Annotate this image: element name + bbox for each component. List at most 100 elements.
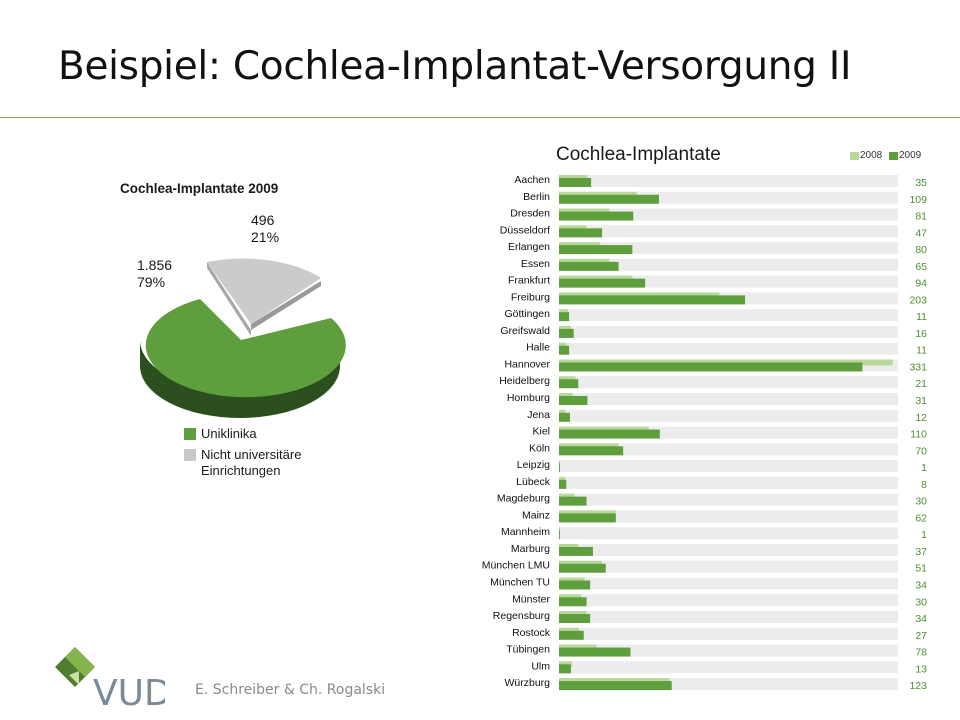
value-label-tubingen: 78 <box>915 647 927 659</box>
bar-2009-dusseldorf <box>559 228 603 238</box>
bar-track-mainz <box>559 510 898 523</box>
category-label-lubeck: Lübeck <box>516 476 551 488</box>
category-label-heidelberg: Heidelberg <box>499 375 550 387</box>
value-label-marburg: 37 <box>915 546 927 558</box>
bar-2009-munster <box>559 597 587 607</box>
bar-legend-swatch-2009 <box>889 152 898 160</box>
bar-legend-2009: 2009 <box>899 150 922 161</box>
pie-percent-nicht-universitaere: 21% <box>251 229 280 245</box>
bar-2009-ulm <box>559 664 571 674</box>
value-label-homburg: 31 <box>915 395 927 407</box>
bar-track-jena <box>559 409 898 422</box>
value-label-aachen: 35 <box>915 177 927 189</box>
bar-2009-kiel <box>559 429 660 439</box>
category-label-marburg: Marburg <box>511 543 550 555</box>
bar-track-mannheim <box>559 527 898 540</box>
pie-value-uniklinika: 1.856 <box>137 257 173 273</box>
category-label-frankfurt: Frankfurt <box>508 275 550 287</box>
category-label-erlangen: Erlangen <box>508 241 550 253</box>
value-label-ulm: 13 <box>915 663 927 675</box>
category-label-regensburg: Regensburg <box>493 610 550 622</box>
legend-swatch-nicht-universitaere <box>184 449 196 461</box>
bar-2009-freiburg <box>559 295 746 305</box>
category-label-ulm: Ulm <box>531 660 550 672</box>
category-label-aachen: Aachen <box>514 174 550 186</box>
bar-2009-leipzig <box>559 463 560 473</box>
category-label-homburg: Homburg <box>507 392 550 404</box>
bar-track-essen <box>559 258 898 271</box>
footer-author: E. Schreiber & Ch. Rogalski <box>195 682 386 698</box>
bar-2009-essen <box>559 261 619 271</box>
category-label-magdeburg: Magdeburg <box>497 493 550 505</box>
category-label-kiel: Kiel <box>532 426 550 438</box>
bar-2009-aachen <box>559 178 592 187</box>
pie-chart-title: Cochlea-Implantate 2009 <box>120 181 279 196</box>
category-label-munster: Münster <box>512 593 550 605</box>
bar-track-dusseldorf <box>559 225 898 238</box>
bar-2009-hannover <box>559 362 863 372</box>
value-label-magdeburg: 30 <box>915 496 927 508</box>
legend-item-nicht-universitaere-line1: Nicht universitäre <box>201 447 302 462</box>
value-label-mannheim: 1 <box>921 529 927 541</box>
value-label-lubeck: 8 <box>921 479 927 491</box>
value-label-mainz: 62 <box>915 512 927 524</box>
bar-2009-mainz <box>559 513 616 523</box>
value-label-munchen-lmu: 51 <box>915 563 927 575</box>
legend-swatch-uniklinika <box>184 428 196 440</box>
bar-2009-erlangen <box>559 245 633 255</box>
slide-title: Beispiel: Cochlea-Implantat-Versorgung I… <box>58 44 852 89</box>
bar-2009-munchen-lmu <box>559 563 606 573</box>
pie-label-nicht-universitaere: 496 21% <box>251 212 279 246</box>
value-label-erlangen: 80 <box>915 244 927 256</box>
bar-track-aachen <box>559 175 898 187</box>
category-label-halle: Halle <box>526 342 550 354</box>
value-label-munchen-tu: 34 <box>915 579 927 591</box>
bar-2009-tubingen <box>559 647 631 657</box>
vud-logo: VUD <box>55 647 165 709</box>
value-label-heidelberg: 21 <box>915 378 927 390</box>
value-label-berlin: 109 <box>909 194 927 206</box>
bar-track-erlangen <box>559 242 898 255</box>
bar-2009-homburg <box>559 396 588 406</box>
pie-value-nicht-universitaere: 496 <box>251 212 275 228</box>
bar-track-leipzig <box>559 460 898 473</box>
bar-track-munster <box>559 594 898 607</box>
value-label-hannover: 331 <box>909 361 927 373</box>
bar-track-greifswald <box>559 325 898 338</box>
bar-track-halle <box>559 342 898 355</box>
bar-2009-rostock <box>559 630 584 640</box>
category-label-hannover: Hannover <box>504 358 550 370</box>
bar-2009-magdeburg <box>559 496 587 506</box>
bar-track-regensburg <box>559 611 898 624</box>
category-label-koln: Köln <box>529 442 550 454</box>
bar-track-koln <box>559 443 898 456</box>
pie-label-uniklinika: 1.856 79% <box>137 257 172 291</box>
bar-legend-swatch-2008 <box>850 152 859 160</box>
value-label-dresden: 81 <box>915 211 927 223</box>
bar-2009-jena <box>559 412 570 422</box>
vud-logo-text: VUD <box>93 673 165 709</box>
bar-legend-2008: 2008 <box>860 150 883 161</box>
bar-2009-munchen-tu <box>559 580 591 590</box>
category-label-berlin: Berlin <box>523 191 550 203</box>
title-divider <box>0 117 960 118</box>
value-label-freiburg: 203 <box>909 294 927 306</box>
bar-track-munchen-tu <box>559 577 898 590</box>
category-label-dresden: Dresden <box>510 208 550 220</box>
value-label-leipzig: 1 <box>921 462 927 474</box>
category-label-essen: Essen <box>521 258 550 270</box>
category-label-freiburg: Freiburg <box>511 291 550 303</box>
value-label-gottingen: 11 <box>916 311 927 323</box>
bar-track-tubingen <box>559 644 898 657</box>
legend-item-nicht-universitaere-line2: Einrichtungen <box>201 463 281 478</box>
value-label-frankfurt: 94 <box>915 278 927 290</box>
category-label-munchen-lmu: München LMU <box>482 560 550 572</box>
value-label-greifswald: 16 <box>915 328 927 340</box>
bar-2009-gottingen <box>559 312 570 322</box>
value-label-dusseldorf: 47 <box>915 227 927 239</box>
bar-track-marburg <box>559 543 898 556</box>
bar-track-homburg <box>559 393 898 406</box>
category-label-jena: Jena <box>527 409 550 421</box>
bar-2009-halle <box>559 345 570 355</box>
